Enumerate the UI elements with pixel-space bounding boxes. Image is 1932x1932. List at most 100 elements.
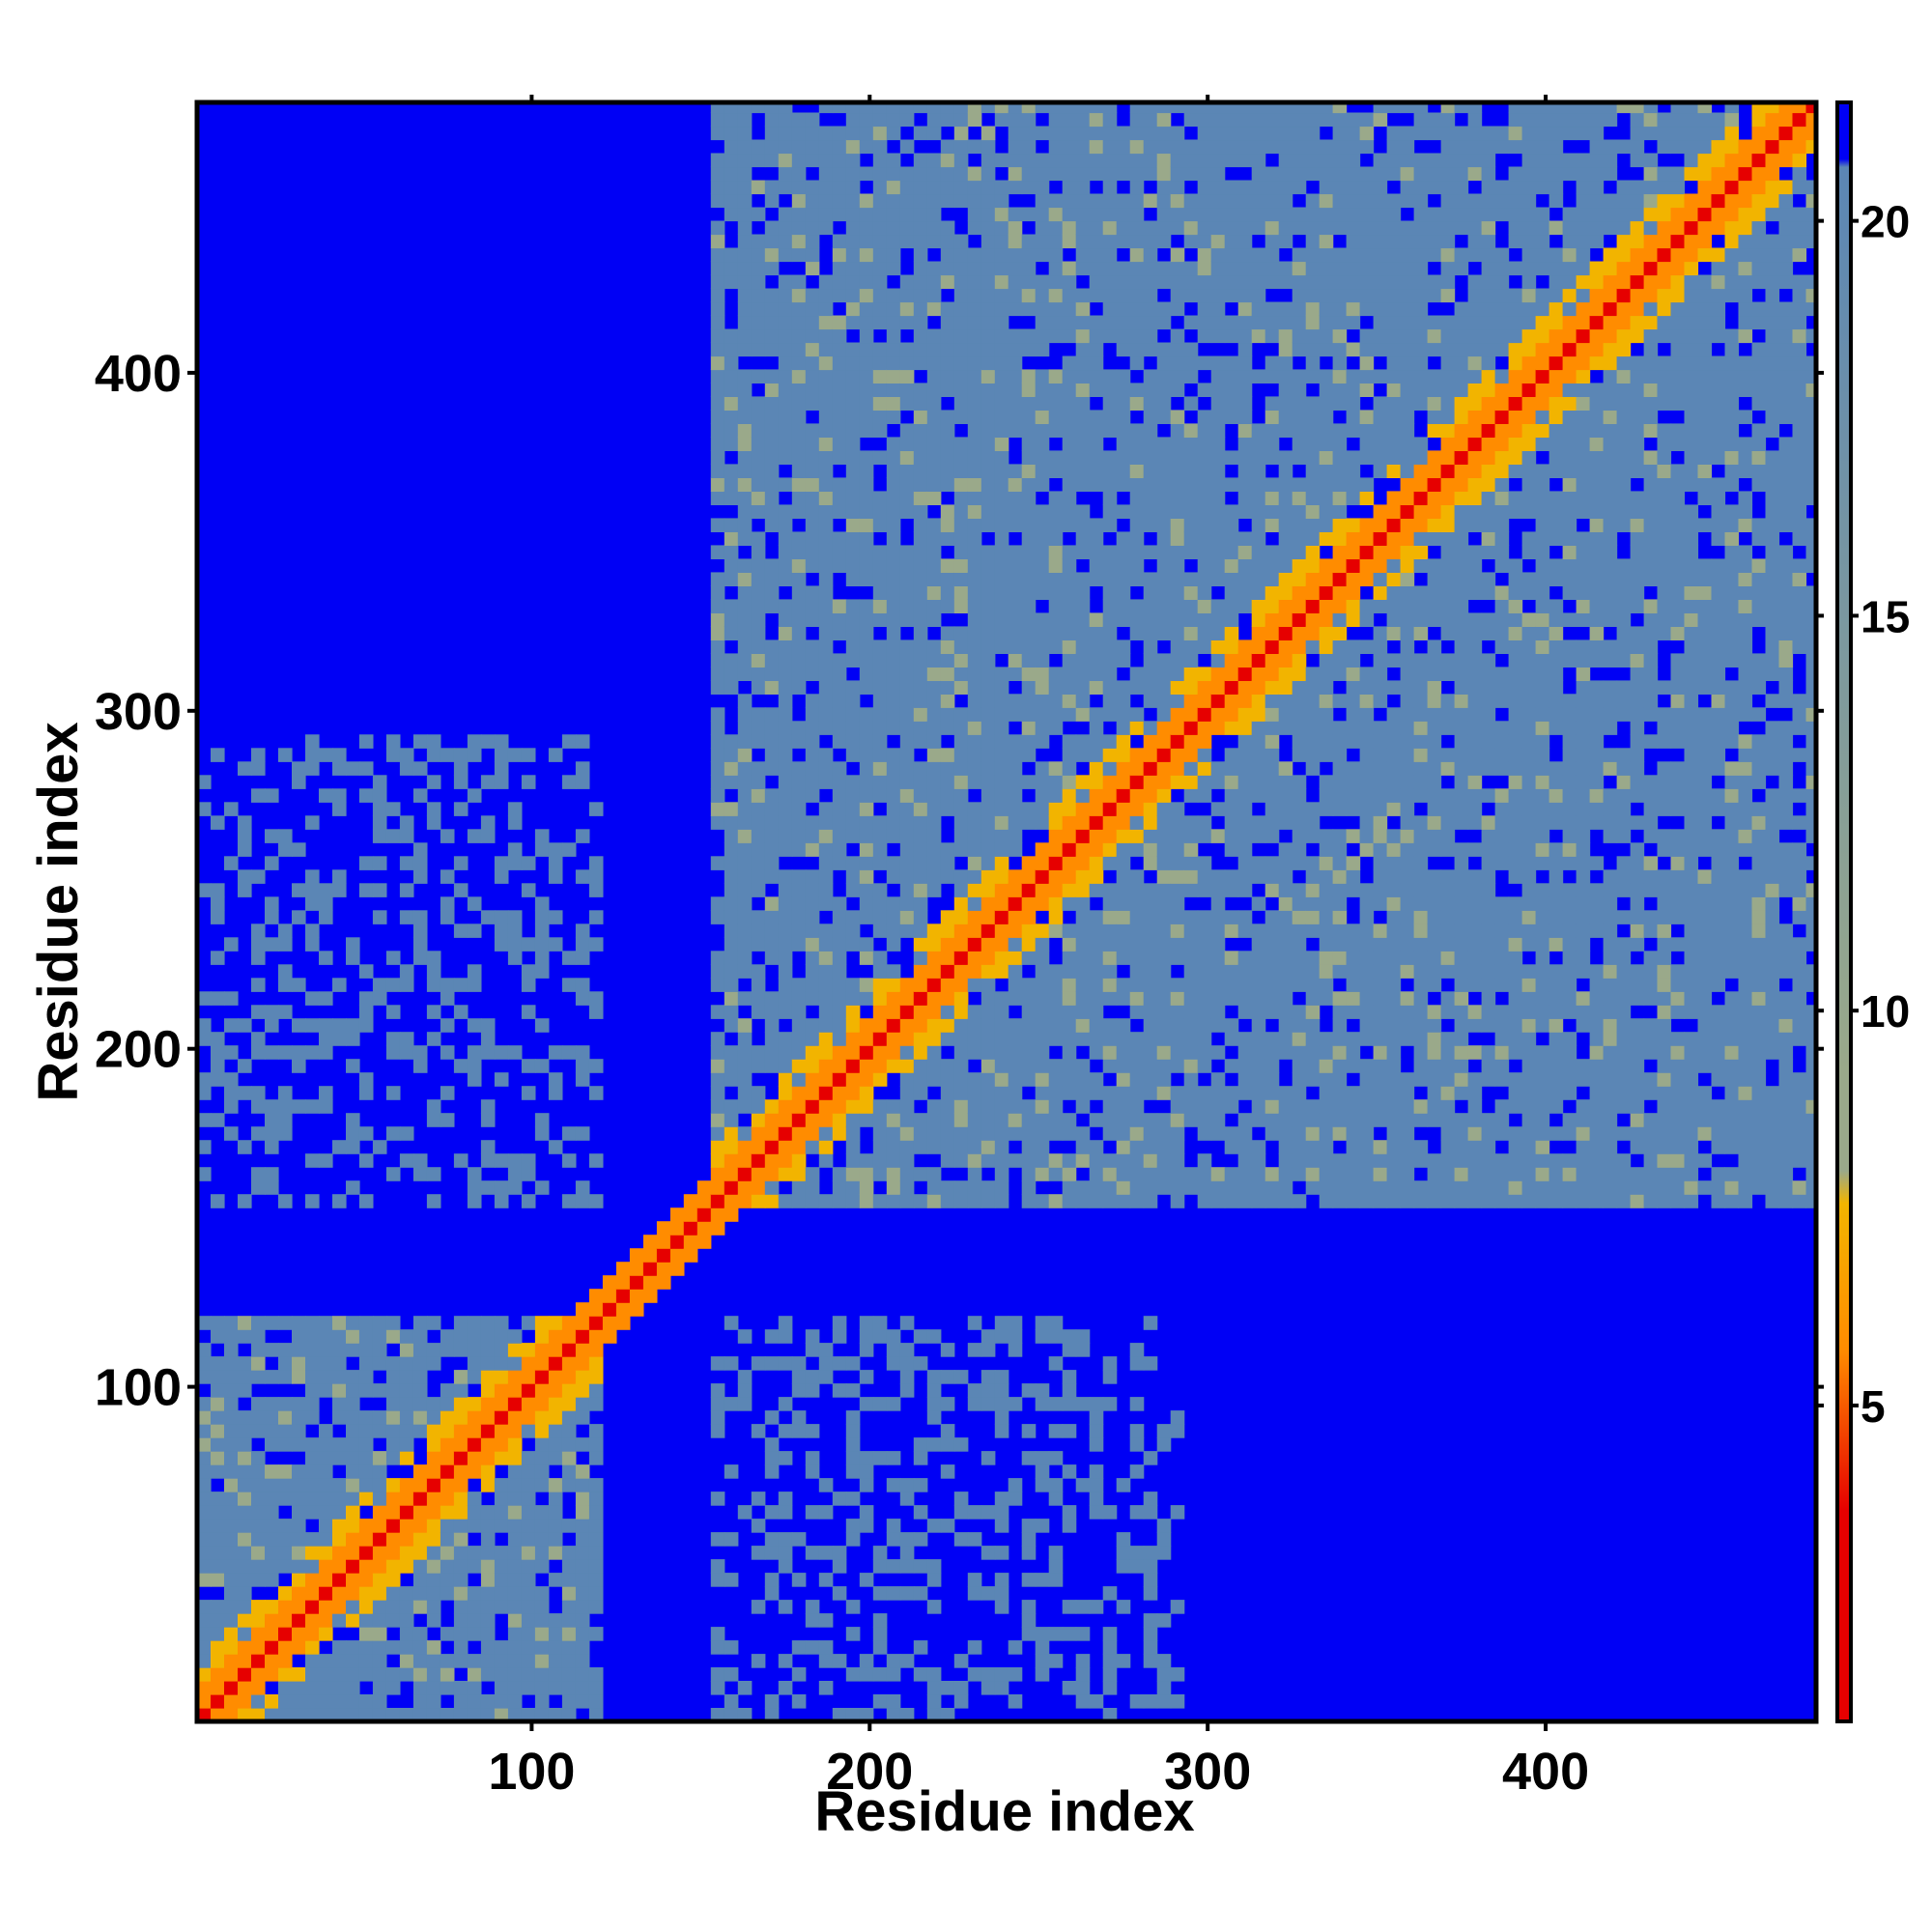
- heatmap-cell: [1197, 978, 1212, 992]
- heatmap-cell: [1224, 1140, 1239, 1154]
- heatmap-cell: [467, 923, 482, 938]
- heatmap-cell: [399, 883, 414, 897]
- heatmap-cell: [1008, 937, 1023, 952]
- heatmap-cell: [832, 1654, 847, 1668]
- heatmap-cell: [967, 842, 982, 857]
- heatmap-cell: [710, 288, 725, 303]
- heatmap-cell: [1237, 369, 1253, 384]
- heatmap-cell: [1129, 802, 1145, 816]
- heatmap-cell: [1319, 1126, 1334, 1141]
- heatmap-cell: [980, 761, 996, 776]
- heatmap-cell: [278, 1045, 293, 1060]
- heatmap-cell: [926, 842, 942, 857]
- heatmap-cell: [507, 1343, 523, 1357]
- heatmap-cell: [778, 923, 793, 938]
- heatmap-cell: [845, 1126, 861, 1141]
- heatmap-cell: [1183, 964, 1199, 979]
- heatmap-cell: [1048, 139, 1064, 155]
- heatmap-cell: [926, 815, 942, 830]
- heatmap-cell: [913, 518, 928, 532]
- heatmap-cell: [1062, 220, 1077, 236]
- heatmap-cell: [859, 1451, 874, 1465]
- heatmap-cell: [778, 1451, 793, 1465]
- heatmap-cell: [1170, 829, 1185, 843]
- heatmap-cell: [1035, 572, 1050, 586]
- heatmap-cell: [588, 1289, 604, 1303]
- heatmap-cell: [1210, 1113, 1226, 1127]
- heatmap-cell: [764, 761, 780, 776]
- heatmap-cell: [980, 193, 996, 209]
- heatmap-cell: [1048, 761, 1064, 776]
- heatmap-cell: [319, 1586, 333, 1601]
- heatmap-cell: [561, 1316, 577, 1330]
- heatmap-cell: [1278, 261, 1293, 276]
- heatmap-cell: [791, 234, 807, 249]
- heatmap-cell: [1062, 1167, 1077, 1181]
- heatmap-cell: [1278, 193, 1293, 209]
- heatmap-cell: [494, 1383, 509, 1398]
- heatmap-cell: [872, 153, 888, 168]
- heatmap-cell: [1062, 1397, 1077, 1411]
- heatmap-cell: [1237, 396, 1253, 411]
- heatmap-cell: [818, 869, 834, 884]
- heatmap-cell: [1143, 1140, 1158, 1154]
- heatmap-cell: [305, 1667, 320, 1682]
- heatmap-cell: [832, 1059, 847, 1073]
- heatmap-cell: [1170, 464, 1185, 478]
- heatmap-cell: [575, 1194, 590, 1208]
- heatmap-cell: [1035, 342, 1050, 357]
- heatmap-cell: [818, 464, 834, 478]
- heatmap-cell: [1021, 951, 1037, 965]
- heatmap-cell: [1129, 1059, 1145, 1073]
- heatmap-cell: [845, 193, 861, 209]
- heatmap-cell: [224, 1573, 239, 1587]
- heatmap-cell: [440, 1397, 455, 1411]
- heatmap-cell: [319, 1667, 333, 1682]
- heatmap-cell: [1062, 951, 1077, 965]
- heatmap-cell: [548, 910, 563, 924]
- heatmap-cell: [1251, 991, 1266, 1006]
- heatmap-cell: [1143, 518, 1158, 532]
- heatmap-cell: [1008, 301, 1023, 317]
- heatmap-cell: [480, 1045, 496, 1060]
- heatmap-cell: [805, 937, 820, 952]
- heatmap-cell: [1089, 1505, 1104, 1520]
- heatmap-cell: [1048, 1126, 1064, 1141]
- heatmap-cell: [1264, 1167, 1280, 1181]
- heatmap-cell: [751, 261, 766, 276]
- heatmap-cell: [994, 1032, 1009, 1046]
- heatmap-cell: [980, 1383, 996, 1398]
- heatmap-cell: [358, 991, 374, 1006]
- heatmap-cell: [332, 1613, 347, 1628]
- heatmap-cell: [1035, 856, 1050, 870]
- heatmap-cell: [426, 1316, 441, 1330]
- heatmap-cell: [1156, 193, 1172, 209]
- heatmap-cell: [899, 1478, 915, 1492]
- heatmap-cell: [926, 761, 942, 776]
- heatmap-cell: [845, 450, 861, 465]
- heatmap-cell: [588, 1343, 604, 1357]
- heatmap-cell: [1305, 991, 1321, 1006]
- heatmap-cell: [872, 166, 888, 182]
- heatmap-cell: [372, 1478, 387, 1492]
- heatmap-cell: [940, 504, 955, 519]
- heatmap-cell: [1237, 261, 1253, 276]
- heatmap-cell: [358, 1316, 374, 1330]
- heatmap-cell: [507, 802, 523, 816]
- heatmap-cell: [913, 247, 928, 263]
- heatmap-cell: [197, 1140, 212, 1154]
- heatmap-cell: [724, 612, 739, 627]
- heatmap-cell: [1224, 288, 1239, 303]
- heatmap-cell: [913, 964, 928, 979]
- heatmap-cell: [1143, 247, 1158, 263]
- heatmap-cell: [480, 1478, 496, 1492]
- heatmap-cell: [1062, 464, 1077, 478]
- heatmap-cell: [1332, 1086, 1348, 1100]
- heatmap-cell: [251, 1546, 266, 1560]
- heatmap-cell: [805, 234, 820, 249]
- heatmap-cell: [346, 1410, 360, 1425]
- heatmap-cell: [238, 1316, 252, 1330]
- heatmap-cell: [1075, 951, 1091, 965]
- heatmap-cell: [440, 1113, 455, 1127]
- heatmap-cell: [1143, 1113, 1158, 1127]
